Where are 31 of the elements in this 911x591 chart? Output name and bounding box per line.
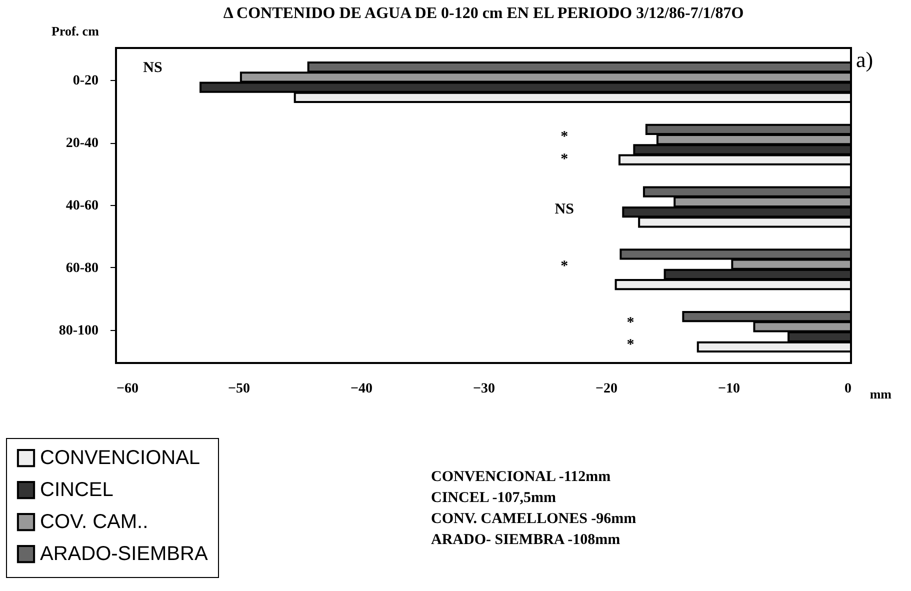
legend-label: ARADO-SIEMBRA — [40, 543, 208, 565]
y-tick-label: 0-20 — [72, 74, 98, 89]
x-tick-label: −40 — [350, 382, 372, 396]
annotation: * — [560, 129, 568, 146]
legend-label: CINCEL — [40, 479, 114, 501]
text: CINCEL -107,5mm — [431, 490, 557, 506]
y-tick-label: 40-60 — [66, 198, 98, 214]
x-tick-label: −60 — [116, 382, 138, 396]
y-tick-label: 60-80 — [66, 260, 98, 276]
legend-label: COV. CAM.. — [40, 511, 148, 533]
y-tick-label: 80-100 — [58, 323, 98, 338]
annotation: NS — [143, 60, 162, 76]
chart-title: Δ CONTENIDO DE AGUA DE 0-120 cm EN EL PERIODO 3/12/86-7/1/87O — [223, 5, 744, 22]
annotation: * — [626, 315, 634, 332]
x-tick-label: −10 — [718, 382, 740, 396]
x-tick-label: 0 — [844, 382, 852, 396]
x-tick-label: −50 — [228, 382, 250, 396]
annotation: * — [626, 337, 634, 354]
text: CONVENCIONAL -112mm — [431, 469, 612, 485]
annotation: NS — [554, 202, 574, 218]
text: a) — [856, 47, 874, 72]
text: ARADO- SIEMBRA -108mm — [431, 532, 621, 548]
annotation: * — [560, 151, 568, 168]
annotation: * — [560, 258, 568, 274]
legend-label: CONVENCIONAL — [40, 447, 200, 469]
x-tick-label: −20 — [596, 382, 618, 396]
text: CONV. CAMELLONES -96mm — [431, 511, 637, 527]
y-axis-title: Prof. cm — [52, 24, 100, 38]
y-tick-label: 20-40 — [66, 136, 98, 152]
x-tick-label: −30 — [473, 382, 495, 396]
x-axis-title: mm — [870, 386, 892, 402]
